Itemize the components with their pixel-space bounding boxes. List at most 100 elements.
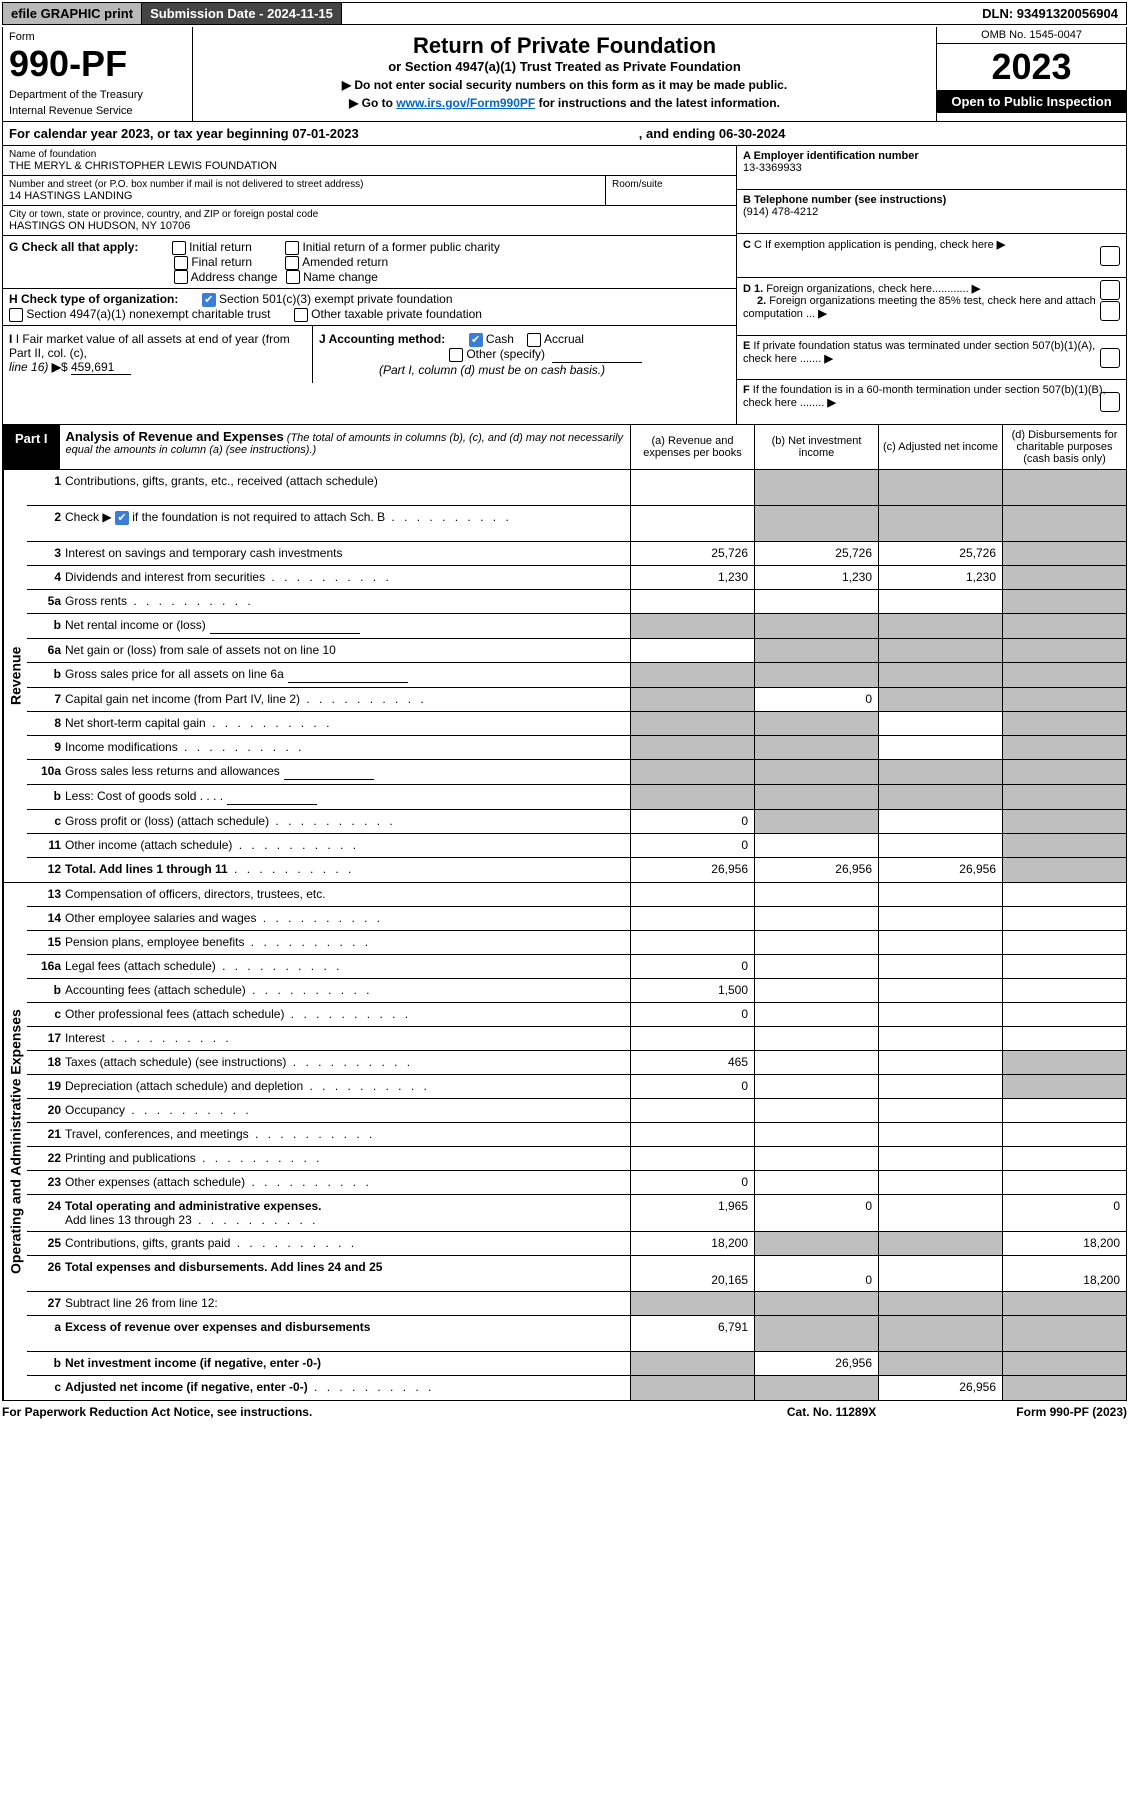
h-check-row: H Check type of organization: Section 50… xyxy=(3,289,736,326)
col-a-header: (a) Revenue and expenses per books xyxy=(630,425,754,469)
paperwork-notice: For Paperwork Reduction Act Notice, see … xyxy=(2,1405,312,1419)
omb-number: OMB No. 1545-0047 xyxy=(937,27,1126,44)
j-label: J Accounting method: xyxy=(319,332,445,346)
identity-grid: Name of foundation THE MERYL & CHRISTOPH… xyxy=(2,146,1127,425)
r3-a: 25,726 xyxy=(630,542,754,565)
checkbox-amended[interactable] xyxy=(285,256,299,270)
part1-title: Analysis of Revenue and Expenses (The to… xyxy=(60,425,630,469)
checkbox-e[interactable] xyxy=(1100,348,1120,368)
expenses-side-label: Operating and Administrative Expenses xyxy=(3,883,27,1400)
checkbox-name-change[interactable] xyxy=(286,270,300,284)
checkbox-final-return[interactable] xyxy=(174,256,188,270)
city-state-zip: HASTINGS ON HUDSON, NY 10706 xyxy=(9,220,730,232)
phone-cell: B Telephone number (see instructions) (9… xyxy=(737,190,1126,234)
checkbox-other-taxable[interactable] xyxy=(294,308,308,322)
row-14-desc: Other employee salaries and wages xyxy=(65,907,630,930)
checkbox-accrual[interactable] xyxy=(527,333,541,347)
cal-year-end: , and ending 06-30-2024 xyxy=(639,126,786,141)
checkbox-sch-b[interactable] xyxy=(115,511,129,525)
row-16b-desc: Accounting fees (attach schedule) xyxy=(65,979,630,1002)
g-check-row: G Check all that apply: Initial return I… xyxy=(3,236,736,289)
row-17-desc: Interest xyxy=(65,1027,630,1050)
dept-irs: Internal Revenue Service xyxy=(9,105,186,117)
fmv-value: 459,691 xyxy=(71,360,131,375)
page-footer: For Paperwork Reduction Act Notice, see … xyxy=(2,1403,1127,1421)
row-20-desc: Occupancy xyxy=(65,1099,630,1122)
checkbox-c[interactable] xyxy=(1100,246,1120,266)
row-6b-desc: Gross sales price for all assets on line… xyxy=(65,663,630,687)
row-2-desc: Check ▶ if the foundation is not require… xyxy=(65,506,630,541)
checkbox-other-method[interactable] xyxy=(449,348,463,362)
form-number: 990-PF xyxy=(9,43,186,85)
submission-date: Submission Date - 2024-11-15 xyxy=(142,3,342,24)
row-23-desc: Other expenses (attach schedule) xyxy=(65,1171,630,1194)
row-3-desc: Interest on savings and temporary cash i… xyxy=(65,542,630,565)
row-6a-desc: Net gain or (loss) from sale of assets n… xyxy=(65,639,630,662)
row-16c-desc: Other professional fees (attach schedule… xyxy=(65,1003,630,1026)
revenue-side-label: Revenue xyxy=(3,470,27,882)
calendar-year-row: For calendar year 2023, or tax year begi… xyxy=(2,122,1127,146)
checkbox-initial-return[interactable] xyxy=(172,241,186,255)
topbar: efile GRAPHIC print Submission Date - 20… xyxy=(2,2,1127,25)
checkbox-d2[interactable] xyxy=(1100,301,1120,321)
checkbox-4947a1[interactable] xyxy=(9,308,23,322)
row-1-desc: Contributions, gifts, grants, etc., rece… xyxy=(65,470,630,505)
dln: DLN: 93491320056904 xyxy=(974,3,1126,24)
row-8-desc: Net short-term capital gain xyxy=(65,712,630,735)
checkbox-501c3[interactable] xyxy=(202,293,216,307)
cal-year-begin: For calendar year 2023, or tax year begi… xyxy=(9,126,359,141)
row-27-desc: Subtract line 26 from line 12: xyxy=(65,1292,630,1315)
checkbox-cash[interactable] xyxy=(469,333,483,347)
row-27c-desc: Adjusted net income (if negative, enter … xyxy=(65,1376,630,1400)
irs-link[interactable]: www.irs.gov/Form990PF xyxy=(396,96,535,110)
form-ref: Form 990-PF (2023) xyxy=(1016,1405,1127,1419)
row-7-desc: Capital gain net income (from Part IV, l… xyxy=(65,688,630,711)
form-label: Form xyxy=(9,31,186,43)
checkbox-address-change[interactable] xyxy=(174,270,188,284)
form-subtitle: or Section 4947(a)(1) Trust Treated as P… xyxy=(199,59,930,74)
row-18-desc: Taxes (attach schedule) (see instruction… xyxy=(65,1051,630,1074)
row-16a-desc: Legal fees (attach schedule) xyxy=(65,955,630,978)
part1-header: Part I Analysis of Revenue and Expenses … xyxy=(2,425,1127,470)
j-note: (Part I, column (d) must be on cash basi… xyxy=(379,363,605,377)
g-label: G Check all that apply: xyxy=(9,240,138,254)
checkbox-initial-former[interactable] xyxy=(285,241,299,255)
tax-year: 2023 xyxy=(937,44,1126,90)
checkbox-d1[interactable] xyxy=(1100,280,1120,300)
form-header: Form 990-PF Department of the Treasury I… xyxy=(2,27,1127,122)
form-year-block: OMB No. 1545-0047 2023 Open to Public In… xyxy=(936,27,1126,121)
d-cell: D 1. D 1. Foreign organizations, check h… xyxy=(737,278,1126,336)
row-25-desc: Contributions, gifts, grants paid xyxy=(65,1232,630,1255)
open-public: Open to Public Inspection xyxy=(937,90,1126,113)
row-13-desc: Compensation of officers, directors, tru… xyxy=(65,883,630,906)
instruction-ssn: ▶ Do not enter social security numbers o… xyxy=(199,78,930,92)
row-12-desc: Total. Add lines 1 through 11 xyxy=(65,858,630,882)
city-cell: City or town, state or province, country… xyxy=(3,206,736,236)
room-suite-label: Room/suite xyxy=(612,179,730,190)
form-id-block: Form 990-PF Department of the Treasury I… xyxy=(3,27,193,121)
ein-value: 13-3369933 xyxy=(743,162,802,174)
row-21-desc: Travel, conferences, and meetings xyxy=(65,1123,630,1146)
row-27b-desc: Net investment income (if negative, ente… xyxy=(65,1352,630,1375)
row-9-desc: Income modifications xyxy=(65,736,630,759)
checkbox-f[interactable] xyxy=(1100,392,1120,412)
revenue-table: Revenue 1Contributions, gifts, grants, e… xyxy=(2,470,1127,883)
cat-no: Cat. No. 11289X xyxy=(787,1405,876,1419)
e-cell: E E If private foundation status was ter… xyxy=(737,336,1126,380)
efile-label: efile GRAPHIC print xyxy=(3,3,142,24)
street-address: 14 HASTINGS LANDING xyxy=(9,190,599,202)
row-5a-desc: Gross rents xyxy=(65,590,630,613)
row-15-desc: Pension plans, employee benefits xyxy=(65,931,630,954)
row-26-desc: Total expenses and disbursements. Add li… xyxy=(65,1256,630,1291)
phone-value: (914) 478-4212 xyxy=(743,206,818,218)
expenses-table: Operating and Administrative Expenses 13… xyxy=(2,883,1127,1401)
col-d-header: (d) Disbursements for charitable purpose… xyxy=(1002,425,1126,469)
row-19-desc: Depreciation (attach schedule) and deple… xyxy=(65,1075,630,1098)
ein-cell: A Employer identification number 13-3369… xyxy=(737,146,1126,190)
h-label: H Check type of organization: xyxy=(9,292,178,306)
col-b-header: (b) Net investment income xyxy=(754,425,878,469)
row-4-desc: Dividends and interest from securities xyxy=(65,566,630,589)
fmv-label: I Fair market value of all assets at end… xyxy=(9,332,290,360)
form-title-block: Return of Private Foundation or Section … xyxy=(193,27,936,121)
row-5b-desc: Net rental income or (loss) xyxy=(65,614,630,638)
